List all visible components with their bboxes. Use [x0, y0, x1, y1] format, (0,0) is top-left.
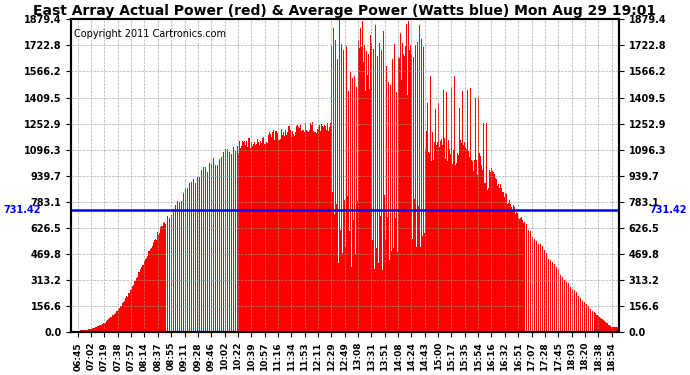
Text: 731.42: 731.42: [649, 206, 687, 216]
Title: East Array Actual Power (red) & Average Power (Watts blue) Mon Aug 29 19:01: East Array Actual Power (red) & Average …: [33, 4, 657, 18]
Text: Copyright 2011 Cartronics.com: Copyright 2011 Cartronics.com: [74, 29, 226, 39]
Text: 731.42: 731.42: [3, 206, 41, 216]
